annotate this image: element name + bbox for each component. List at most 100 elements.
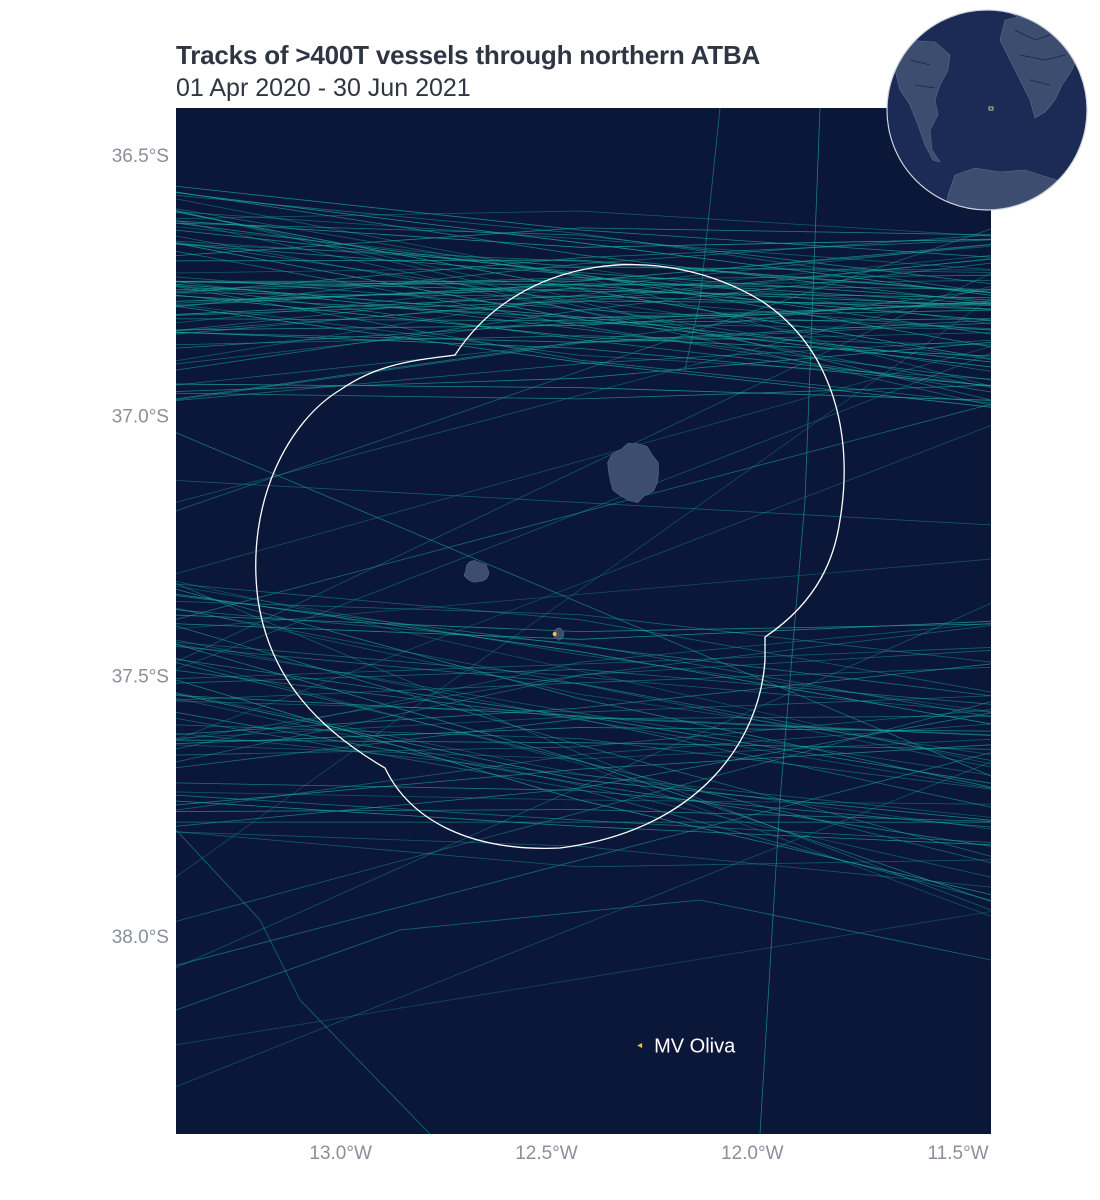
x-tick-label: 13.0°W xyxy=(309,1143,372,1164)
vessel-track xyxy=(176,609,991,718)
vessel-track xyxy=(176,622,991,750)
vessel-track xyxy=(176,185,991,258)
vessel-track xyxy=(176,305,991,408)
globe-focus-box xyxy=(988,106,994,111)
vessel-track xyxy=(176,318,991,349)
vessel-track xyxy=(176,809,991,822)
vessel-track xyxy=(176,208,991,310)
vessel-track xyxy=(176,352,991,670)
vessel-track xyxy=(176,647,991,679)
vessel-track xyxy=(176,210,991,237)
x-tick-label: 12.5°W xyxy=(515,1143,578,1164)
vessel-track xyxy=(176,625,991,763)
vessel-track xyxy=(176,668,991,705)
vessel-track xyxy=(176,266,991,274)
vessel-track xyxy=(176,297,991,878)
vessel-track xyxy=(176,339,991,402)
vessel-track xyxy=(176,346,991,575)
vessel-track xyxy=(176,794,991,843)
vessel-track xyxy=(176,250,991,393)
vessel-track xyxy=(759,108,821,1134)
vessel-track xyxy=(176,643,991,902)
y-tick-label: 37.0°S xyxy=(112,406,169,427)
x-tick-label: 12.0°W xyxy=(721,1143,784,1164)
vessel-track xyxy=(176,670,991,808)
vessel-track xyxy=(176,285,991,503)
vessel-track xyxy=(176,791,991,805)
vessel-track xyxy=(176,242,991,368)
vessel-track xyxy=(176,279,991,304)
vessel-track xyxy=(176,607,991,756)
globe-outline xyxy=(886,9,1088,211)
vessel-track xyxy=(176,711,991,847)
vessel-track xyxy=(176,258,991,332)
vessel-track xyxy=(176,732,991,818)
vessel-track xyxy=(176,303,991,380)
x-tick-label: 11.5°W xyxy=(928,1143,989,1164)
vessel-track xyxy=(176,294,991,357)
vessel-track xyxy=(176,614,991,633)
vessel-track xyxy=(684,108,721,371)
vessel-track xyxy=(176,432,991,777)
vessel-track xyxy=(176,739,991,750)
vessel-marker-icon xyxy=(637,1042,643,1048)
vessel-track xyxy=(176,831,991,888)
map-title: Tracks of >400T vessels through northern… xyxy=(176,40,761,70)
vessel-track xyxy=(176,697,991,878)
vessel-track xyxy=(176,744,991,806)
vessel-track xyxy=(176,383,991,401)
vessel-track xyxy=(176,341,991,392)
vessel-track xyxy=(176,641,991,713)
vessel-track xyxy=(176,663,991,735)
y-tick-label: 38.0°S xyxy=(112,927,169,948)
vessel-track xyxy=(176,258,991,335)
vessel-track xyxy=(176,588,991,788)
vessel-track xyxy=(176,692,991,830)
islands-layer xyxy=(463,442,659,641)
vessel-track xyxy=(176,292,991,331)
vessel-track xyxy=(176,646,991,761)
map-subtitle: 01 Apr 2020 - 30 Jun 2021 xyxy=(176,74,471,102)
y-tick-label: 36.5°S xyxy=(112,146,169,167)
vessel-track xyxy=(176,228,991,512)
vessel-track xyxy=(176,209,991,372)
vessel-marker-group: MV Oliva xyxy=(637,1035,736,1057)
tristan-da-cunha xyxy=(607,442,659,503)
vessel-track xyxy=(176,332,991,386)
vessel-track xyxy=(176,717,991,901)
vessel-track xyxy=(176,322,991,401)
vessel-track xyxy=(176,695,991,784)
vessel-track xyxy=(176,286,991,404)
vessel-track xyxy=(176,639,991,789)
vessel-track xyxy=(176,244,991,282)
vessel-track xyxy=(176,608,991,768)
vessel-track xyxy=(176,831,991,868)
vessel-track xyxy=(176,244,991,331)
vessel-track xyxy=(176,701,991,922)
vessel-track xyxy=(176,602,991,969)
vessel-track xyxy=(176,262,991,371)
vessel-track xyxy=(176,899,991,1011)
vessel-track xyxy=(176,658,991,736)
vessel-track xyxy=(176,761,991,1088)
vessel-track xyxy=(176,480,991,526)
vessel-track xyxy=(176,211,991,360)
vessel-track xyxy=(176,210,991,361)
vessel-track xyxy=(176,662,991,864)
vessel-track xyxy=(176,583,991,693)
vessel-track xyxy=(176,234,991,308)
vessel-track xyxy=(176,600,991,663)
vessel-track xyxy=(176,198,991,387)
vessel-track xyxy=(176,243,991,294)
y-axis-ticks: 36.5°S 37.0°S 37.5°S 38.0°S xyxy=(112,146,169,948)
vessel-track xyxy=(176,243,991,335)
vessel-track xyxy=(176,220,991,248)
vessel-track xyxy=(176,583,991,911)
vessel-track xyxy=(176,709,991,756)
x-axis-ticks: 13.0°W 12.5°W 12.0°W 11.5°W xyxy=(309,1143,988,1164)
vessel-track xyxy=(176,227,991,256)
inaccessible-island xyxy=(463,560,490,583)
vessel-track xyxy=(176,723,991,811)
vessel-position-icon xyxy=(552,632,557,637)
vessel-track xyxy=(176,558,991,630)
